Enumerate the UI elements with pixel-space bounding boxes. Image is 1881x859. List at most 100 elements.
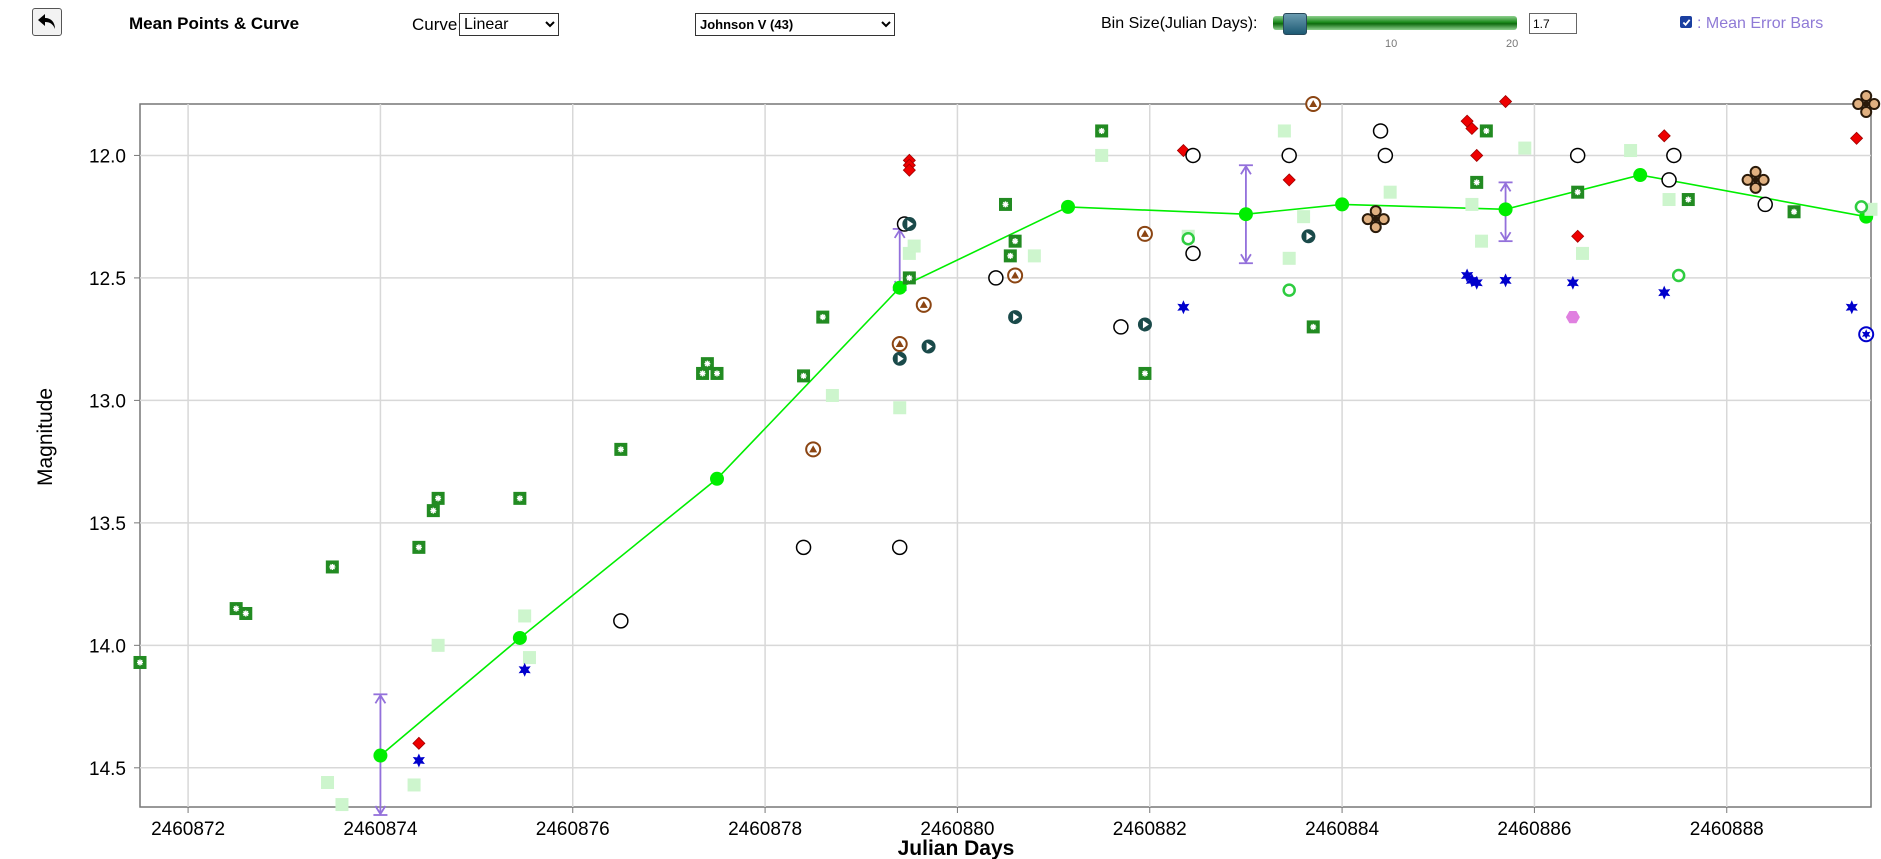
green-box-point <box>797 369 811 383</box>
faint-box-point <box>522 651 536 665</box>
open-circle-point <box>891 539 908 556</box>
faint-box-point <box>1465 197 1479 211</box>
open-circle-point <box>613 613 629 629</box>
red-diamond-point <box>1571 229 1585 243</box>
green-box-point <box>710 366 724 380</box>
faint-box-point <box>1027 249 1041 263</box>
open-circle-point <box>1377 147 1394 164</box>
open-circle-point <box>1757 196 1773 213</box>
green-box-point <box>325 560 339 574</box>
page-title: Mean Points & Curve <box>129 14 300 33</box>
red-diamond-point <box>1470 148 1484 163</box>
back-arrow-icon <box>38 14 55 29</box>
faint-box-point <box>1576 246 1589 260</box>
blue-star-point <box>1845 300 1858 315</box>
y-tick-label: 12.0 <box>89 146 126 167</box>
teal-play-point <box>892 351 907 366</box>
error-bars-label: : Mean Error Bars <box>1697 15 1824 32</box>
faint-box-point <box>1095 148 1109 162</box>
open-circle-point <box>1661 172 1677 188</box>
green-box-point <box>816 310 830 324</box>
x-tick-label: 2460884 <box>1305 819 1379 840</box>
teal-play-point <box>902 217 917 232</box>
green-box-point <box>1470 175 1484 189</box>
mean-point <box>512 630 527 645</box>
green-box-point <box>133 655 147 669</box>
red-diamond-point <box>1176 143 1190 158</box>
y-axis-label: Magnitude <box>34 388 57 486</box>
faint-box-point <box>321 776 335 790</box>
open-circle-point <box>1113 319 1129 335</box>
x-tick-label: 2460874 <box>343 819 417 840</box>
x-tick-label: 2460882 <box>1113 819 1187 840</box>
green-box-point <box>431 491 445 505</box>
blue-star-point <box>518 662 531 677</box>
curve-select[interactable]: Linear <box>459 13 559 36</box>
bin-size-input[interactable] <box>1529 13 1577 34</box>
filter-select[interactable]: Johnson V (43) <box>695 13 895 36</box>
mean-point <box>1498 202 1513 217</box>
x-tick-label: 2460876 <box>536 819 610 840</box>
slider-tick-20: 20 <box>1506 38 1519 50</box>
green-box-point <box>513 491 527 505</box>
x-tick-label: 2460888 <box>1690 819 1764 840</box>
mean-point <box>373 748 388 763</box>
red-diamond-point <box>412 736 426 750</box>
faint-box-point <box>1383 185 1397 199</box>
faint-box-point <box>1624 144 1638 158</box>
x-tick-label: 2460872 <box>151 819 225 840</box>
bin-size-label: Bin Size(Julian Days): <box>1101 15 1258 32</box>
green-box-point <box>614 442 628 456</box>
bin-size-slider[interactable] <box>1273 16 1517 30</box>
red-diamond-point <box>1657 129 1671 143</box>
red-diamond-point <box>1282 173 1296 187</box>
green-ring-point <box>1854 200 1869 214</box>
open-circle-point <box>795 539 812 556</box>
brown-cross-point <box>1361 205 1390 234</box>
back-button[interactable] <box>32 8 62 36</box>
brown-cross-point <box>1741 165 1770 194</box>
teal-play-point <box>1008 310 1023 325</box>
mean-point <box>1238 207 1253 222</box>
green-ring-point <box>1671 268 1686 283</box>
brown-triangle-point <box>891 336 908 353</box>
teal-play-point <box>921 339 936 354</box>
y-tick-label: 14.5 <box>89 759 126 780</box>
blue-star-point <box>1470 275 1483 290</box>
green-box-point <box>1787 205 1801 219</box>
mean-point <box>1633 168 1648 183</box>
faint-box-point <box>1277 124 1291 138</box>
faint-box-point <box>407 778 421 792</box>
brown-triangle-point <box>1305 96 1322 112</box>
y-tick-label: 13.0 <box>89 391 126 412</box>
green-box-point <box>239 606 253 620</box>
green-box-point <box>1008 234 1022 248</box>
faint-box-point <box>907 239 921 253</box>
faint-box-point <box>1282 251 1296 265</box>
teal-play-point <box>1301 229 1316 244</box>
slider-tick-10: 10 <box>1385 38 1398 50</box>
faint-box-point <box>1297 210 1311 224</box>
green-box-point <box>700 357 714 371</box>
brown-triangle-point <box>915 296 932 313</box>
red-diamond-point <box>1850 131 1864 145</box>
open-circle-point <box>1185 245 1201 262</box>
green-box-point <box>1095 124 1109 138</box>
slider-thumb[interactable] <box>1283 13 1307 35</box>
y-tick-label: 14.0 <box>89 636 126 657</box>
green-box-point <box>1306 320 1320 334</box>
brown-cross-point <box>1852 90 1881 118</box>
faint-box-point <box>1518 141 1532 155</box>
open-circle-point <box>1372 123 1389 139</box>
red-diamond-point <box>902 163 916 177</box>
x-tick-label: 2460878 <box>728 819 802 840</box>
mean-point <box>1061 199 1076 214</box>
red-diamond-point <box>1499 94 1513 109</box>
error-bars-checkbox[interactable] <box>1680 16 1692 28</box>
open-circle-point <box>1185 147 1201 164</box>
x-tick-label: 2460880 <box>920 819 994 840</box>
mean-point <box>710 471 724 486</box>
brown-triangle-point <box>805 441 822 458</box>
blue-star-point <box>1499 273 1512 288</box>
